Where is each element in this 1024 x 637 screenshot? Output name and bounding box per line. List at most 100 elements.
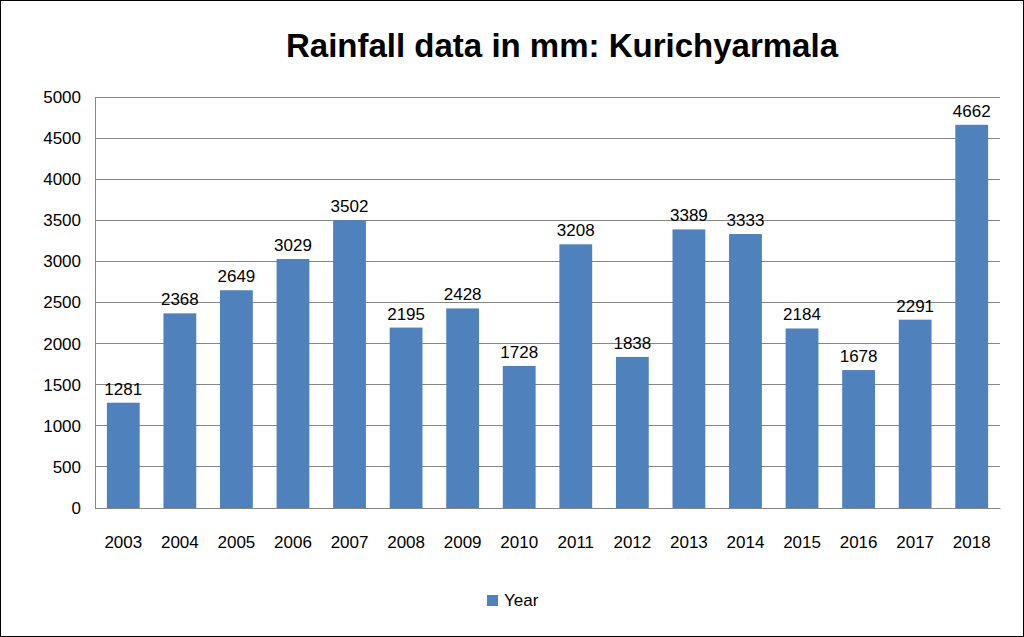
bar — [220, 290, 253, 508]
x-tick: 2005 — [217, 508, 255, 552]
x-tick: 2003 — [104, 508, 142, 552]
x-tick: 2018 — [953, 508, 991, 552]
legend-swatch — [487, 595, 498, 606]
y-tick: 5000 — [43, 88, 95, 107]
x-tick: 2009 — [444, 508, 482, 552]
data-label: 2195 — [387, 305, 425, 324]
bar — [616, 357, 649, 508]
data-label: 1678 — [840, 347, 878, 366]
bar — [446, 308, 479, 508]
bar — [786, 328, 819, 508]
bar — [899, 320, 932, 508]
bar — [333, 220, 366, 508]
y-tick-label: 1500 — [43, 376, 81, 395]
y-axis-line — [95, 98, 96, 509]
x-tick-label: 2011 — [558, 533, 595, 552]
bar — [842, 370, 875, 508]
y-tick-label: 1000 — [43, 417, 81, 436]
bar — [107, 403, 140, 508]
x-tick-label: 2012 — [613, 533, 651, 552]
bar — [163, 313, 196, 508]
data-label: 2368 — [161, 290, 199, 309]
x-tick: 2015 — [783, 508, 821, 552]
x-tick: 2011 — [558, 508, 595, 552]
y-tick-label: 4000 — [43, 170, 81, 189]
x-tick: 2007 — [331, 508, 369, 552]
bar — [390, 328, 423, 508]
x-tick: 2013 — [670, 508, 708, 552]
x-tick-label: 2017 — [896, 533, 934, 552]
data-label: 2184 — [783, 305, 821, 324]
data-label: 3389 — [670, 206, 708, 225]
y-tick: 3000 — [43, 252, 95, 271]
x-tick-label: 2016 — [840, 533, 878, 552]
grid-line — [95, 261, 1000, 262]
data-label: 2649 — [217, 267, 255, 286]
bar — [277, 259, 310, 508]
legend-label: Year — [504, 591, 539, 610]
y-tick: 500 — [53, 458, 95, 477]
y-tick: 0 — [72, 499, 95, 518]
legend: Year — [487, 591, 539, 610]
x-tick-label: 2014 — [727, 533, 765, 552]
x-tick-label: 2004 — [161, 533, 199, 552]
y-tick-label: 0 — [72, 499, 81, 518]
x-tick: 2016 — [840, 508, 878, 552]
grid-line — [95, 220, 1000, 221]
chart-title: Rainfall data in mm: Kurichyarmala — [286, 27, 839, 64]
x-tick-label: 2005 — [217, 533, 255, 552]
y-axis: 0 500 1000 1500 2000 2500 3000 3500 4000 4500 5000 — [43, 88, 95, 518]
data-labels: 1281236826493029350221952428172832081838… — [104, 102, 990, 399]
bar — [729, 234, 762, 508]
data-label: 3029 — [274, 236, 312, 255]
x-tick: 2006 — [274, 508, 312, 552]
data-label: 1728 — [500, 343, 538, 362]
x-tick-label: 2003 — [104, 533, 142, 552]
y-tick-label: 3000 — [43, 252, 81, 271]
data-label: 1838 — [613, 334, 651, 353]
x-tick-label: 2015 — [783, 533, 821, 552]
x-tick: 2014 — [727, 508, 765, 552]
y-tick: 1000 — [43, 417, 95, 436]
x-tick: 2017 — [896, 508, 934, 552]
x-tick-label: 2018 — [953, 533, 991, 552]
y-tick: 4000 — [43, 170, 95, 189]
bar — [955, 125, 988, 508]
grid-line — [95, 138, 1000, 139]
x-tick-label: 2013 — [670, 533, 708, 552]
grid — [95, 97, 1000, 508]
grid-line — [95, 179, 1000, 180]
bars — [107, 125, 988, 508]
x-tick-label: 2008 — [387, 533, 425, 552]
y-tick-label: 4500 — [43, 129, 81, 148]
y-tick: 2000 — [43, 335, 95, 354]
y-tick: 2500 — [43, 293, 95, 312]
y-tick-label: 3500 — [43, 211, 81, 230]
chart-border — [1, 1, 1024, 637]
y-tick-label: 5000 — [43, 88, 81, 107]
x-tick: 2010 — [500, 508, 538, 552]
data-label: 2291 — [896, 297, 934, 316]
data-label: 4662 — [953, 102, 991, 121]
y-tick: 1500 — [43, 376, 95, 395]
x-tick: 2012 — [613, 508, 651, 552]
data-label: 3502 — [331, 197, 369, 216]
x-tick-label: 2006 — [274, 533, 312, 552]
x-tick: 2008 — [387, 508, 425, 552]
x-axis: 2003 2004 2005 2006 2007 2008 2009 2010 2011 2012… — [96, 508, 1001, 552]
data-label: 2428 — [444, 285, 482, 304]
grid-line — [95, 97, 1000, 98]
plot: 1281236826493029350221952428172832081838… — [43, 88, 1000, 552]
bar — [503, 366, 536, 508]
x-tick-label: 2009 — [444, 533, 482, 552]
bar — [673, 229, 706, 508]
data-label: 3333 — [727, 211, 765, 230]
chart: Rainfall data in mm: Kurichyarmala128123… — [0, 0, 1024, 637]
x-tick: 2004 — [161, 508, 199, 552]
x-tick-label: 2007 — [331, 533, 369, 552]
data-label: 3208 — [557, 221, 595, 240]
y-tick-label: 500 — [53, 458, 81, 477]
y-tick: 3500 — [43, 211, 95, 230]
x-tick-label: 2010 — [500, 533, 538, 552]
x-axis-line — [96, 508, 1001, 509]
